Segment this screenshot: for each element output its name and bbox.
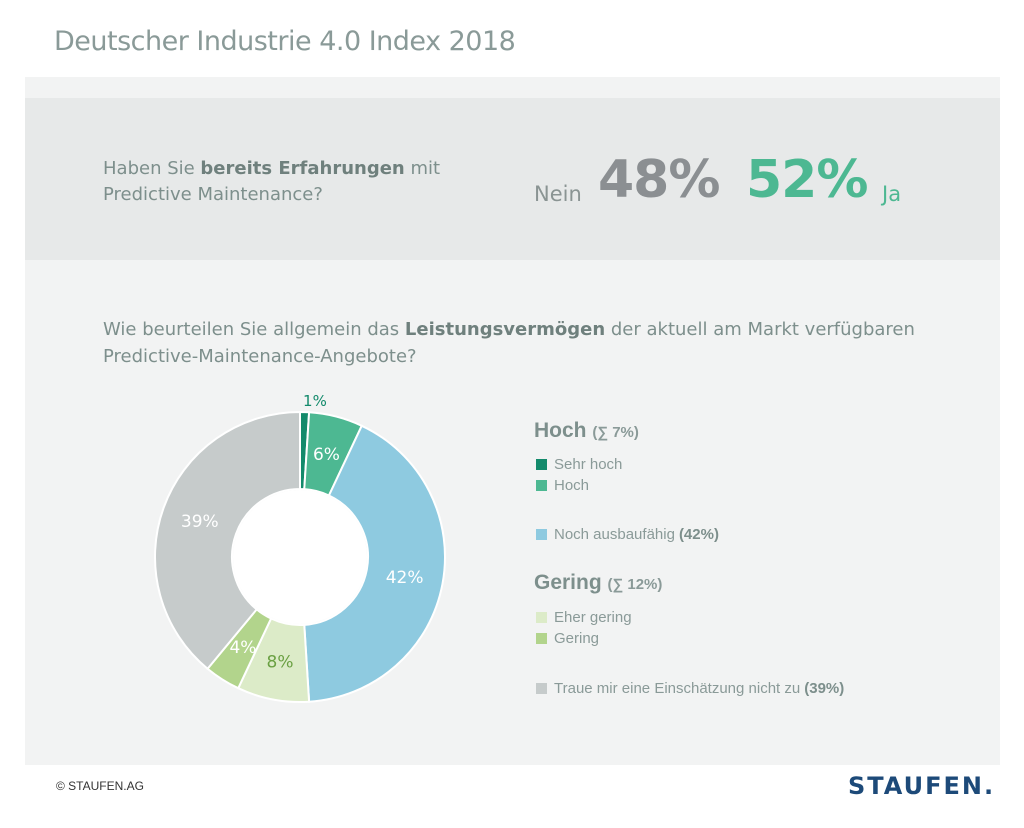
legend-label: Gering (554, 630, 600, 647)
legend-item: Traue mir eine Einschätzung nicht zu (39%… (536, 680, 844, 697)
legend-swatch (536, 683, 547, 694)
legend-swatch (536, 633, 547, 644)
legend-heading-gering: Gering (∑ 12%) (534, 571, 662, 595)
legend-item: Hoch (536, 477, 589, 494)
legend-swatch (536, 529, 547, 540)
yes-label: Ja (882, 182, 902, 206)
staufen-logo: STAUFEN. (848, 772, 996, 800)
legend-item: Gering (536, 630, 599, 647)
panel-top-strip (25, 77, 1000, 98)
legend-item: Noch ausbaufähig (42%) (536, 526, 719, 543)
legend-item: Sehr hoch (536, 456, 622, 473)
question2-text-after: der aktuell am Markt verfügbaren (605, 319, 915, 340)
legend-swatch (536, 612, 547, 623)
donut-slice-6 (154, 410, 301, 671)
legend-heading-text: Hoch (534, 419, 593, 442)
question1-text-bold: bereits Erfahrungen (200, 158, 405, 179)
question1-panel (25, 98, 1000, 260)
question2-text: Wie beurteilen Sie allgemein das Leistun… (103, 316, 915, 370)
legend-heading-sum: (∑ 12%) (607, 576, 663, 593)
legend-label: Traue mir eine Einschätzung nicht zu (554, 680, 801, 697)
legend-label: Noch ausbaufähig (554, 526, 675, 543)
question1-text-after: mit (404, 158, 441, 179)
donut-label-1: 1% (303, 392, 327, 410)
question1-line2: Predictive Maintenance? (103, 184, 323, 205)
legend-label: Eher gering (554, 609, 632, 626)
donut-hole (233, 490, 367, 624)
legend-item: Eher gering (536, 609, 632, 626)
legend-heading-sum: (∑ 7%) (592, 424, 639, 441)
legend-label: Sehr hoch (554, 456, 623, 473)
no-value: 48% (598, 150, 720, 210)
legend-label: Hoch (554, 477, 590, 494)
legend-swatch (536, 459, 547, 470)
question2-text-before: Wie beurteilen Sie allgemein das (103, 319, 405, 340)
donut-label-6: 39% (181, 512, 219, 532)
donut-label-4: 8% (267, 653, 294, 673)
legend-heading-hoch: Hoch (∑ 7%) (534, 419, 639, 443)
legend-value: (42%) (678, 526, 719, 543)
donut-slice-3 (303, 424, 446, 703)
donut-label-3: 42% (386, 568, 424, 588)
no-label: Nein (534, 182, 582, 206)
question1-text-before: Haben Sie (103, 158, 201, 179)
donut-label-5: 4% (229, 638, 256, 658)
question2-line2: Predictive-Maintenance-Angebote? (103, 346, 417, 367)
copyright: © STAUFEN.AG (56, 779, 144, 793)
legend-heading-text: Gering (534, 571, 608, 594)
yes-value: 52% (746, 150, 868, 210)
legend-swatch (536, 480, 547, 491)
donut-label-2: 6% (313, 445, 340, 465)
legend-value: (39%) (804, 680, 845, 697)
question1-text: Haben Sie bereits Erfahrungen mit Predic… (103, 156, 440, 208)
question2-text-bold: Leistungsvermögen (404, 319, 606, 340)
page-title: Deutscher Industrie 4.0 Index 2018 (54, 26, 516, 57)
